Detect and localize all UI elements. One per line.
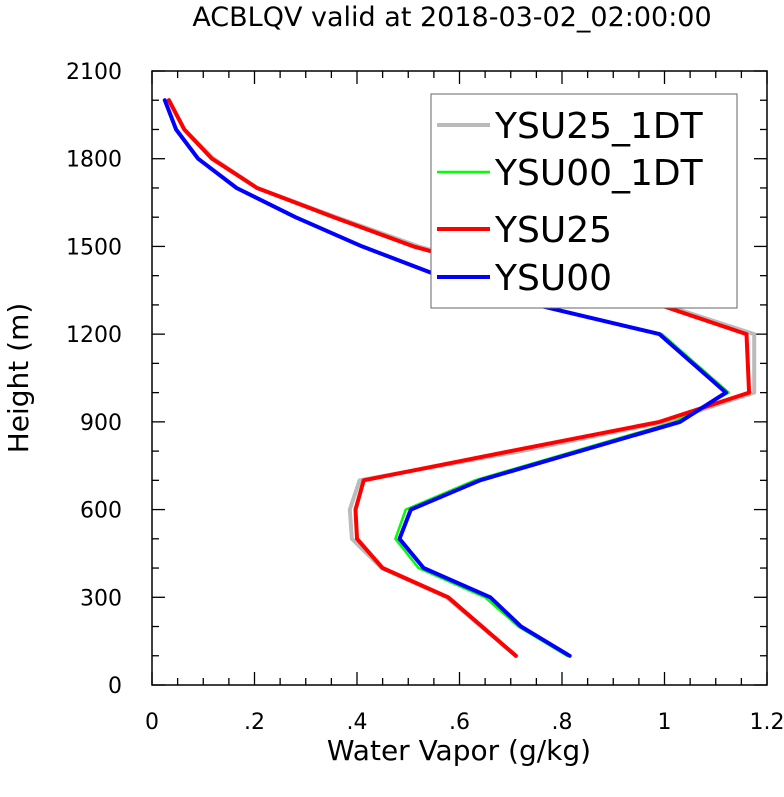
x-tick-label: .6: [449, 710, 470, 735]
x-tick-label: 0: [145, 710, 159, 735]
y-tick-label: 0: [108, 674, 122, 699]
y-tick-label: 1200: [66, 323, 122, 348]
series-line-ysu25: [166, 98, 752, 658]
series-line-ysu00: [162, 98, 728, 658]
y-tick-label: 300: [80, 586, 122, 611]
tick-labels: 0 .2 .4 .6 .8 1 1.2 0 300 600 900 1200 1500 1800 2100: [66, 60, 784, 735]
y-tick-label: 1500: [66, 235, 122, 260]
series-layer: [162, 98, 757, 658]
x-tick-label: 1: [658, 710, 672, 735]
legend-label: YSU25_1DT: [494, 106, 704, 147]
y-axis-label: Height (m): [2, 303, 35, 454]
y-tick-label: 900: [80, 411, 122, 436]
x-tick-label: 1.2: [750, 710, 784, 735]
legend-label: YSU00: [494, 258, 612, 299]
x-tick-label: .4: [347, 710, 368, 735]
chart-title: ACBLQV valid at 2018-03-02_02:00:00: [192, 2, 711, 33]
legend-label: YSU25: [494, 210, 612, 251]
x-tick-label: .8: [552, 710, 573, 735]
legend-label: YSU00_1DT: [494, 153, 704, 194]
x-tick-label: .2: [244, 710, 265, 735]
legend-box: [430, 93, 738, 309]
legend: YSU25_1DT YSU00_1DT YSU25 YSU00: [430, 93, 738, 309]
x-axis-label: Water Vapor (g/kg): [327, 734, 591, 767]
y-tick-label: 1800: [66, 148, 122, 173]
y-tick-label: 600: [80, 499, 122, 524]
plot-frame: [151, 70, 768, 686]
y-tick-label: 2100: [66, 60, 122, 85]
axis-ticks: [151, 70, 768, 686]
